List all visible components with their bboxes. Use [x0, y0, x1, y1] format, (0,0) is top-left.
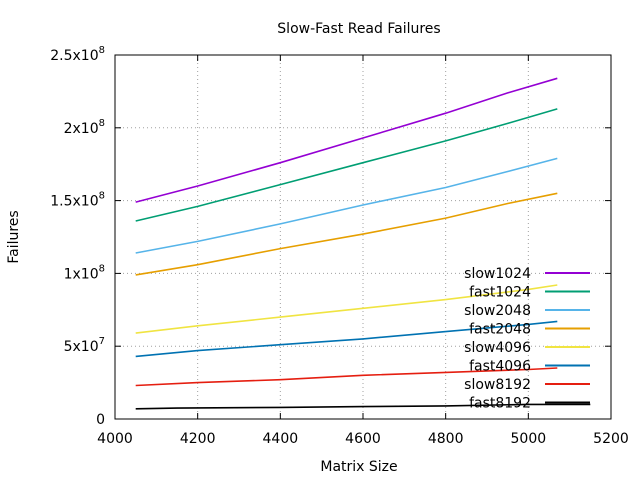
- plot-frame: [114, 54, 612, 420]
- series-line-fast2048: [135, 192, 558, 276]
- x-tick-label: 4600: [345, 431, 381, 447]
- legend-label-slow4096: slow4096: [464, 340, 531, 356]
- series-line-fast1024: [135, 108, 558, 222]
- legend-label-fast2048: fast2048: [469, 322, 531, 338]
- y-axis-label: Failures: [6, 210, 22, 263]
- y-tick-label: 2.5x108: [50, 45, 105, 64]
- x-tick-label: 5000: [511, 431, 547, 447]
- x-axis-label: Matrix Size: [320, 459, 397, 475]
- legend-label-slow2048: slow2048: [464, 303, 531, 319]
- legend-label-slow1024: slow1024: [464, 266, 531, 282]
- y-tick-label: 1x108: [64, 263, 105, 282]
- legend-label-fast8192: fast8192: [469, 396, 531, 412]
- grid-lines: [115, 55, 611, 419]
- x-tick-label: 4400: [263, 431, 299, 447]
- series-line-slow1024: [135, 77, 558, 203]
- legend-label-slow8192: slow8192: [464, 377, 531, 393]
- series-line-fast4096: [135, 320, 558, 358]
- x-tick-labels: 4000 4200 4400 4600 4800 5000 5200: [97, 431, 629, 447]
- axis-ticks: [114, 54, 612, 420]
- series-line-slow2048: [135, 157, 558, 254]
- legend-label-fast4096: fast4096: [469, 359, 531, 375]
- x-tick-label: 4200: [180, 431, 216, 447]
- y-tick-label: 0: [96, 412, 105, 428]
- legend: slow1024 fast1024 slow2048 fast2048 slow4096…: [464, 266, 590, 412]
- y-tick-labels: 0 5x107 1x108 1.5x108 2x108 2.5x108: [50, 45, 105, 428]
- x-tick-label: 4000: [97, 431, 133, 447]
- x-tick-label: 5200: [593, 431, 629, 447]
- legend-label-fast1024: fast1024: [469, 285, 531, 301]
- chart-title: Slow-Fast Read Failures: [277, 21, 440, 37]
- x-tick-label: 4800: [428, 431, 464, 447]
- y-tick-label: 5x107: [64, 336, 105, 355]
- series-line-slow4096: [135, 284, 558, 334]
- series-line-fast8192: [135, 403, 591, 410]
- series-lines: [135, 77, 591, 410]
- y-tick-label: 2x108: [64, 118, 105, 137]
- series-line-slow8192: [135, 367, 558, 387]
- y-tick-label: 1.5x108: [50, 191, 105, 210]
